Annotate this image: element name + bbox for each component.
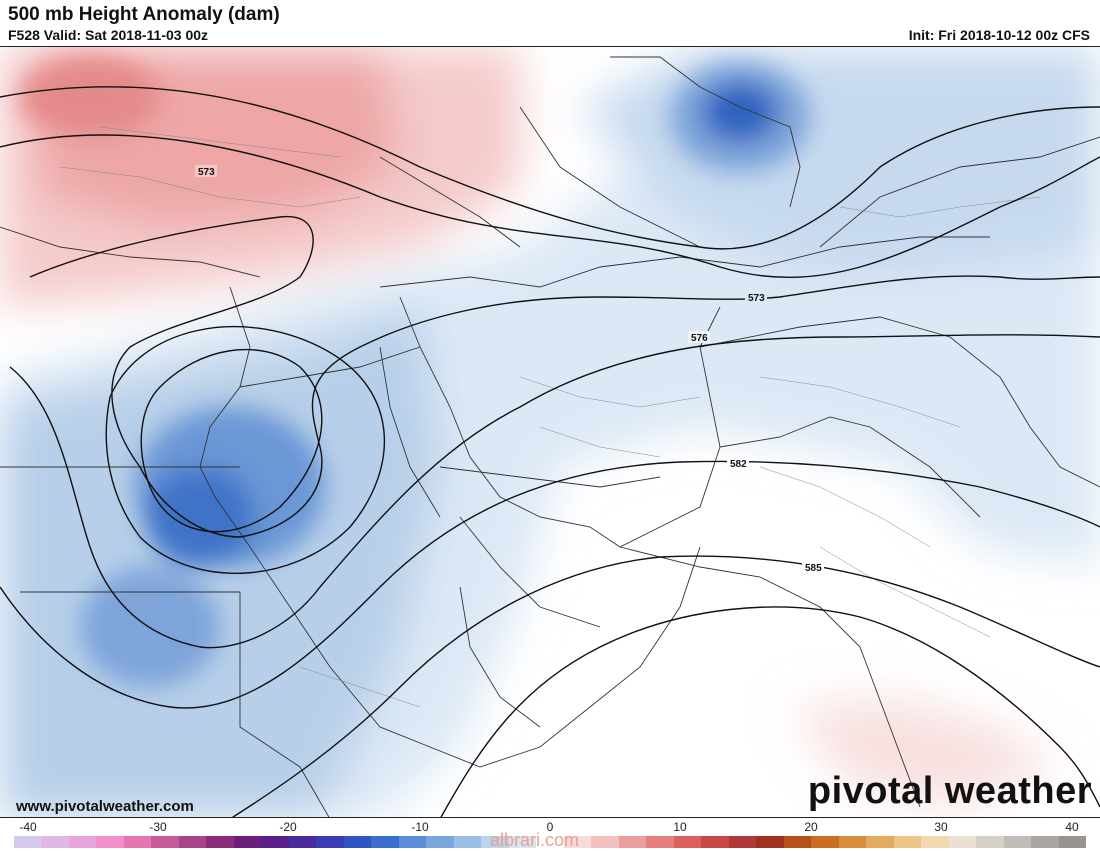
header: 500 mb Height Anomaly (dam) F528 Valid: … — [0, 0, 1100, 46]
colorbar-tick: -40 — [19, 820, 37, 834]
colorbar-cell — [976, 836, 1005, 848]
colorbar-cell — [261, 836, 290, 848]
colorbar-cell — [481, 836, 510, 848]
colorbar-cell — [96, 836, 125, 848]
colorbar-cell — [371, 836, 400, 848]
site-url: www.pivotalweather.com — [16, 798, 194, 815]
colorbar-cell — [756, 836, 785, 848]
colorbar-cell — [618, 836, 647, 848]
colorbar-cell — [811, 836, 840, 848]
colorbar-cell — [68, 836, 97, 848]
colorbar-tick: -30 — [149, 820, 167, 834]
colorbar-cell — [508, 836, 537, 848]
colorbar-cell — [893, 836, 922, 848]
colorbar-cell — [178, 836, 207, 848]
colorbar-cell — [701, 836, 730, 848]
colorbar-cell — [563, 836, 592, 848]
colorbar-tick: -10 — [411, 820, 429, 834]
contour-label-573-east: 573 — [748, 293, 765, 304]
colorbar-cell — [123, 836, 152, 848]
colorbar-cell — [343, 836, 372, 848]
colorbar-cell — [591, 836, 620, 848]
colorbar-cell — [1003, 836, 1032, 848]
colorbar-cell — [453, 836, 482, 848]
colorbar-cell — [426, 836, 455, 848]
colorbar — [14, 836, 1087, 848]
colorbar-cell — [206, 836, 235, 848]
colorbar-cell — [838, 836, 867, 848]
contour-labels: 573 573 576 582 585 — [195, 165, 824, 574]
colorbar-cell — [14, 836, 42, 848]
colorbar-cell — [41, 836, 70, 848]
colorbar-tick: 10 — [673, 820, 687, 834]
chart-title: 500 mb Height Anomaly (dam) — [8, 4, 280, 25]
colorbar-cell — [233, 836, 262, 848]
colorbar-cell — [398, 836, 427, 848]
colorbar-tick: -20 — [279, 820, 297, 834]
colorbar-tick: 0 — [546, 820, 554, 834]
colorbar-tick: 20 — [804, 820, 818, 834]
colorbar-cell — [288, 836, 317, 848]
contour-label-576: 576 — [691, 333, 708, 344]
colorbar-cell — [646, 836, 675, 848]
colorbar-cell — [783, 836, 812, 848]
colorbar-cell — [316, 836, 345, 848]
map-panel: 573 573 576 582 585 — [0, 46, 1100, 818]
colorbar-cell — [673, 836, 702, 848]
anomaly-map: 573 573 576 582 585 — [0, 47, 1100, 817]
country-borders — [0, 56, 1100, 817]
colorbar-cell — [866, 836, 895, 848]
colorbar-cell — [151, 836, 180, 848]
colorbar-cell — [1031, 836, 1059, 848]
pivotal-weather-logo: pivotal weather — [807, 770, 1092, 812]
colorbar-cell — [921, 836, 950, 848]
contour-label-573-west: 573 — [198, 167, 215, 178]
colorbar-cell — [948, 836, 977, 848]
height-contours — [0, 86, 1100, 817]
province-borders — [59, 126, 1041, 708]
valid-time: F528 Valid: Sat 2018-11-03 00z — [8, 27, 209, 43]
init-time: Init: Fri 2018-10-12 00z CFS — [908, 27, 1090, 43]
colorbar-cell — [536, 836, 565, 848]
colorbar-cell — [1058, 836, 1087, 848]
colorbar-tick: 40 — [1065, 820, 1079, 834]
watermark: albrari.com — [490, 830, 580, 850]
contour-label-582: 582 — [730, 459, 747, 470]
colorbar-tick: 30 — [934, 820, 948, 834]
colorbar-cell — [728, 836, 757, 848]
contour-label-585: 585 — [805, 563, 822, 574]
